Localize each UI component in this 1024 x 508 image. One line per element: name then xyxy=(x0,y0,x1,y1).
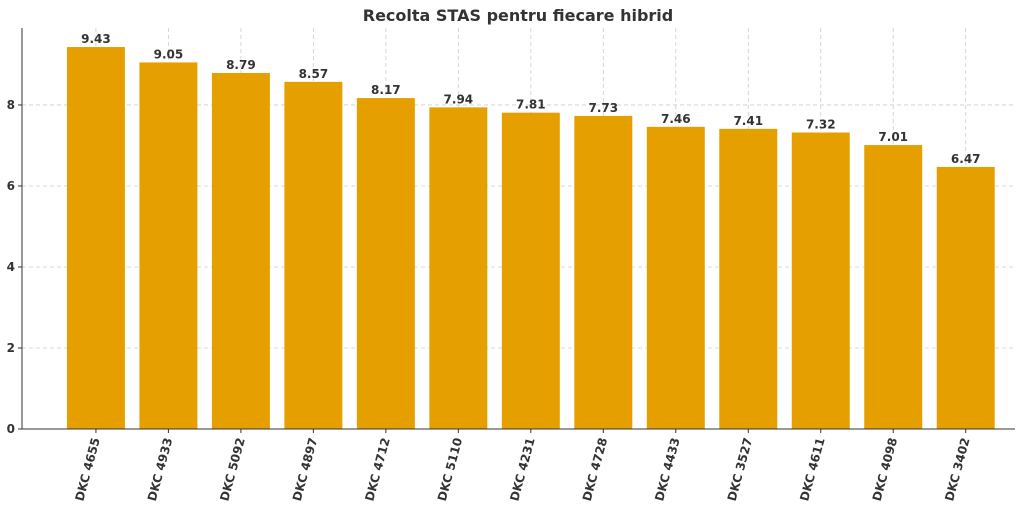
bar xyxy=(501,112,560,430)
value-label: 9.43 xyxy=(81,32,111,46)
bar xyxy=(646,126,705,429)
x-tick-label: DKC 4897 xyxy=(290,436,320,503)
value-label: 7.81 xyxy=(516,98,546,112)
x-tick-label: DKC 4712 xyxy=(362,436,392,503)
x-tick-label: DKC 4611 xyxy=(797,436,827,503)
chart-title: Recolta STAS pentru fiecare hibrid xyxy=(363,6,673,25)
x-tick-label: DKC 4231 xyxy=(507,436,537,503)
value-label: 7.73 xyxy=(588,101,618,115)
bar xyxy=(791,132,850,429)
x-tick-label: DKC 3402 xyxy=(942,436,972,503)
bar xyxy=(284,81,343,430)
x-tick-label: DKC 4433 xyxy=(652,436,682,503)
value-label: 7.41 xyxy=(733,114,763,128)
value-label: 7.94 xyxy=(444,92,474,106)
x-tick-label: DKC 4728 xyxy=(580,436,610,503)
bar xyxy=(936,166,995,430)
value-label: 8.17 xyxy=(371,83,401,97)
x-tick-label: DKC 3527 xyxy=(725,436,755,503)
value-label: 9.05 xyxy=(154,47,184,61)
bar xyxy=(864,145,923,429)
y-tick-label: 8 xyxy=(7,98,15,112)
x-tick-label: DKC 4933 xyxy=(145,436,175,503)
bar xyxy=(719,128,778,429)
x-tick-label: DKC 4098 xyxy=(870,436,900,503)
value-label: 7.32 xyxy=(806,118,836,132)
y-tick-label: 0 xyxy=(7,422,15,436)
bar xyxy=(429,107,488,430)
bar xyxy=(66,47,125,429)
x-tick-label: DKC 5110 xyxy=(435,436,465,503)
value-label: 8.79 xyxy=(226,58,256,72)
value-label: 8.57 xyxy=(299,67,329,81)
value-label: 6.47 xyxy=(951,152,981,166)
x-tick-label: DKC 5092 xyxy=(217,436,247,503)
value-label: 7.01 xyxy=(878,130,908,144)
x-tick-label: DKC 4655 xyxy=(72,436,102,503)
bar xyxy=(356,98,415,430)
value-label: 7.46 xyxy=(661,112,691,126)
bar xyxy=(211,72,270,430)
bar xyxy=(574,115,633,429)
y-tick-label: 6 xyxy=(7,179,15,193)
bar xyxy=(139,62,198,430)
y-tick-label: 2 xyxy=(7,341,15,355)
y-tick-label: 4 xyxy=(7,260,15,274)
